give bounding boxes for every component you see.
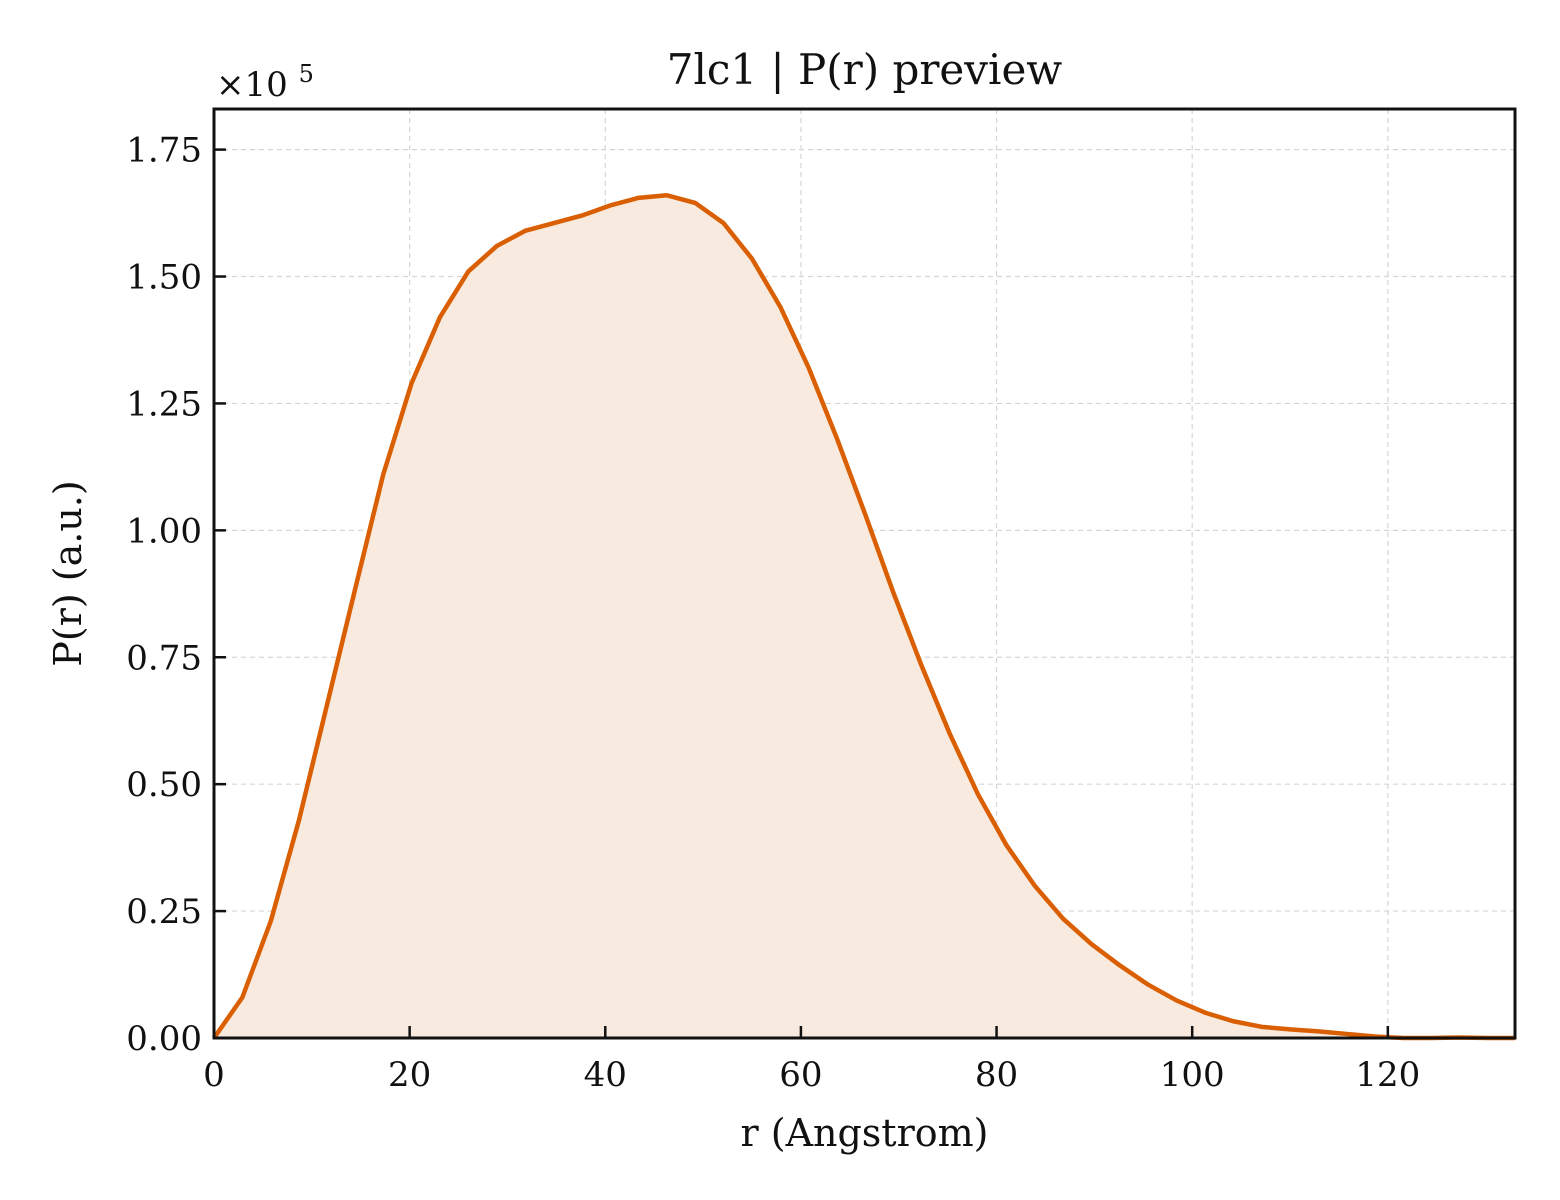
x-tick-label: 20: [388, 1055, 431, 1095]
x-tick-label: 60: [779, 1055, 822, 1095]
x-axis-title: r (Angstrom): [741, 1111, 989, 1155]
pr-series-line: [212, 193, 1515, 1041]
ticks-layer: 0 20 40 60 80 100 120 0.00 0.25 0.50 0.75 1.00 1.25 1…: [126, 131, 1420, 1095]
y-tick-label: 0.00: [126, 1019, 202, 1059]
y-tick-label: 0.50: [126, 765, 202, 805]
x-tick-label: 0: [203, 1055, 225, 1095]
plot-frame: [212, 107, 1517, 1040]
y-tick-label: 1.50: [126, 258, 202, 298]
pr-area-fill: [214, 195, 1515, 1039]
y-offset-exponent: 5: [299, 60, 314, 88]
y-axis-offset-label: ×10 5: [216, 60, 314, 105]
y-tick-label: 1.75: [126, 131, 202, 171]
chart-title: 7lc1 | P(r) preview: [667, 45, 1063, 94]
x-tick-label: 80: [975, 1055, 1018, 1095]
y-tick-label: 0.25: [126, 892, 202, 932]
y-axis-title: P(r) (a.u.): [46, 480, 90, 666]
x-tick-label: 100: [1160, 1055, 1225, 1095]
y-tick-label: 1.00: [126, 511, 202, 551]
x-tick-label: 120: [1355, 1055, 1420, 1095]
y-offset-base: ×10: [216, 65, 288, 105]
x-tick-label: 40: [584, 1055, 627, 1095]
y-tick-label: 0.75: [126, 638, 202, 678]
y-tick-label: 1.25: [126, 384, 202, 424]
